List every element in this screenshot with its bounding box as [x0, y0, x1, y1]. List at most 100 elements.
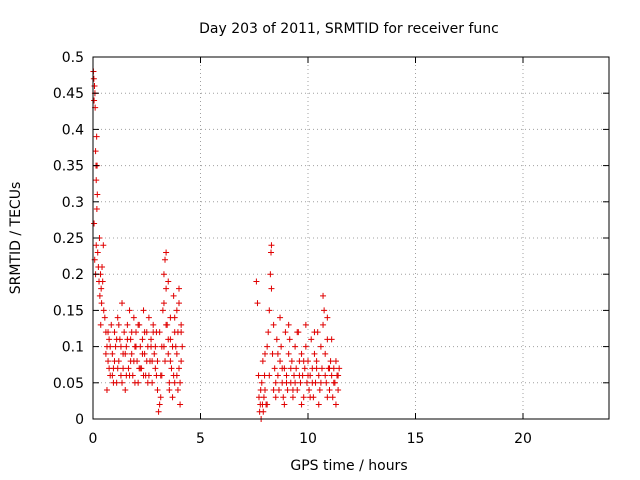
- x-tick-label: 5: [196, 431, 205, 447]
- data-point: [160, 271, 167, 278]
- data-point: [119, 379, 126, 386]
- data-point: [160, 300, 167, 307]
- data-point: [277, 314, 284, 321]
- data-point: [163, 249, 170, 256]
- data-point: [159, 307, 166, 314]
- y-tick-label: 0.1: [62, 340, 84, 356]
- data-point: [298, 350, 305, 357]
- data-point: [150, 329, 157, 336]
- data-point: [128, 329, 135, 336]
- data-point: [335, 372, 342, 379]
- data-point: [320, 321, 327, 328]
- data-point: [114, 365, 121, 372]
- y-tick-label: 0.3: [62, 195, 84, 211]
- data-point: [94, 191, 101, 198]
- data-point: [265, 329, 272, 336]
- data-point: [178, 329, 185, 336]
- data-point: [322, 350, 329, 357]
- data-point: [93, 133, 100, 140]
- data-point: [288, 358, 295, 365]
- data-point: [282, 329, 289, 336]
- data-point: [97, 321, 104, 328]
- data-point: [105, 329, 112, 336]
- data-point: [272, 379, 279, 386]
- data-point: [133, 343, 139, 350]
- data-point: [103, 387, 110, 394]
- data-point: [100, 242, 107, 249]
- data-point: [105, 358, 112, 365]
- data-point: [169, 394, 176, 401]
- data-point: [177, 379, 184, 386]
- data-point: [268, 242, 275, 249]
- data-point: [254, 300, 261, 307]
- data-point: [286, 336, 293, 343]
- data-point: [166, 387, 173, 394]
- data-point: [166, 379, 173, 386]
- data-point: [106, 365, 113, 372]
- data-point: [317, 379, 324, 386]
- data-point: [151, 350, 158, 357]
- data-point: [278, 343, 285, 350]
- data-point: [101, 314, 108, 321]
- data-point: [268, 249, 275, 256]
- data-point: [266, 372, 273, 379]
- data-point: [171, 379, 178, 386]
- data-point: [318, 365, 325, 372]
- data-point: [266, 307, 273, 314]
- data-point: [156, 329, 163, 336]
- data-point: [283, 379, 290, 386]
- data-point: [130, 314, 137, 321]
- data-point: [100, 307, 107, 314]
- data-point: [145, 372, 152, 379]
- data-point: [289, 387, 296, 394]
- data-point: [311, 350, 318, 357]
- data-point: [178, 321, 185, 328]
- data-point: [139, 350, 146, 357]
- data-point: [301, 365, 308, 372]
- data-point: [165, 336, 172, 343]
- data-point: [309, 379, 316, 386]
- data-point: [326, 387, 333, 394]
- data-point: [323, 379, 330, 386]
- data-point: [102, 350, 109, 357]
- data-point: [277, 358, 284, 365]
- data-point: [178, 358, 185, 365]
- data-point: [313, 365, 320, 372]
- data-point: [170, 292, 177, 299]
- data-point: [117, 343, 124, 350]
- data-point: [152, 365, 159, 372]
- data-point: [258, 379, 265, 386]
- data-point: [127, 358, 134, 365]
- data-point: [121, 329, 128, 336]
- data-point: [157, 394, 164, 401]
- data-point: [311, 329, 318, 336]
- data-point: [176, 365, 182, 372]
- data-point: [260, 394, 267, 401]
- grid: [93, 57, 609, 419]
- y-ticks: 0 0.05 0.1 0.15 0.2 0.25 0.3 0.35 0.4 0.45 0.5: [53, 50, 609, 428]
- data-point: [324, 314, 331, 321]
- data-point: [306, 387, 313, 394]
- data-point: [120, 365, 127, 372]
- data-point: [320, 292, 327, 299]
- data-point: [296, 372, 303, 379]
- y-tick-label: 0: [75, 412, 84, 428]
- data-point: [154, 387, 161, 394]
- data-point: [281, 401, 288, 408]
- data-point: [126, 307, 133, 314]
- data-point: [109, 372, 116, 379]
- data-point: [270, 321, 277, 328]
- data-point: [99, 278, 106, 285]
- y-tick-label: 0.5: [62, 50, 84, 66]
- data-point: [168, 365, 175, 372]
- x-tick-label: 0: [89, 431, 98, 447]
- data-point: [136, 365, 143, 372]
- y-tick-label: 0.35: [53, 159, 84, 175]
- data-point: [292, 379, 299, 386]
- data-point: [294, 329, 301, 336]
- data-point: [315, 372, 322, 379]
- data-point: [316, 387, 323, 394]
- data-point: [305, 372, 311, 379]
- data-point: [292, 343, 299, 350]
